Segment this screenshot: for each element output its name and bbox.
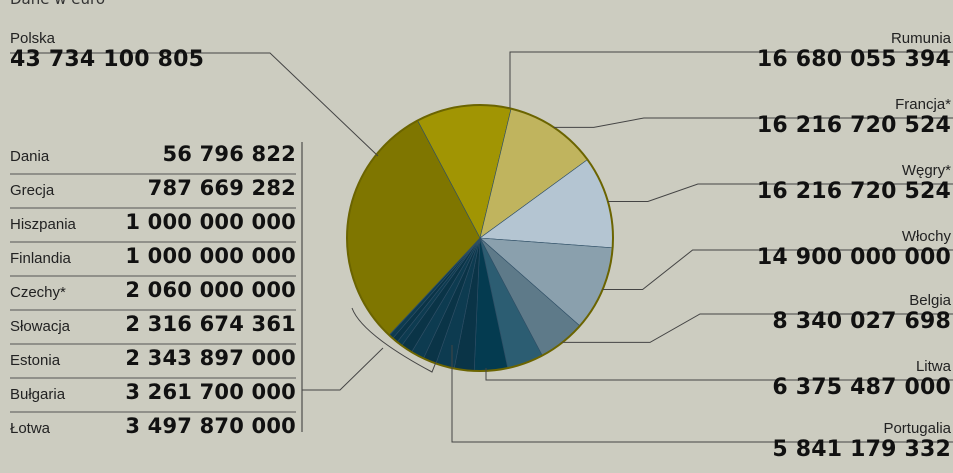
table-row-estonia: Estonia 2 343 897 000 xyxy=(10,344,296,378)
table-row-bułgaria: Bułgaria 3 261 700 000 xyxy=(10,378,296,412)
leader-line-litwa xyxy=(485,368,953,381)
table-row-value: 2 343 897 000 xyxy=(125,346,296,370)
leader-line-włochy xyxy=(602,249,953,291)
label-portugalia: Portugalia 5 841 179 332 xyxy=(772,420,951,462)
table-row-name: Hiszpania xyxy=(10,216,76,233)
table-row-name: Łotwa xyxy=(10,420,51,437)
leader-line-francja xyxy=(553,117,953,128)
pie-outline xyxy=(346,104,614,372)
table-row-name: Czechy* xyxy=(10,284,66,301)
table-row-czechy: Czechy* 2 060 000 000 xyxy=(10,276,296,310)
leader-line-polska xyxy=(10,52,379,157)
table-row-value: 2 316 674 361 xyxy=(125,312,296,336)
label-name: Portugalia xyxy=(883,420,951,437)
label-value: 16 216 720 524 xyxy=(756,113,951,138)
table-row-value: 56 796 822 xyxy=(162,142,296,166)
small-slices-bracket xyxy=(351,307,437,373)
label-name: Rumunia xyxy=(890,30,951,47)
label-value: 16 216 720 524 xyxy=(756,179,951,204)
label-value: 5 841 179 332 xyxy=(772,437,951,462)
table-row-value: 1 000 000 000 xyxy=(125,244,296,268)
table-row-łotwa: Łotwa 3 497 870 000 xyxy=(10,412,296,446)
table-row-value: 3 261 700 000 xyxy=(125,380,296,404)
label-value: 43 734 100 805 xyxy=(10,47,205,72)
table-row-value: 787 669 282 xyxy=(147,176,296,200)
label-name: Węgry* xyxy=(901,162,951,179)
leader-line-węgry xyxy=(607,183,953,202)
table-row-grecja: Grecja 787 669 282 xyxy=(10,174,296,208)
label-węgry: Węgry* 16 216 720 524 xyxy=(757,162,951,204)
leader-line-belgia xyxy=(562,313,953,343)
table-row-value: 1 000 000 000 xyxy=(125,210,296,234)
table-row-dania: Dania 56 796 822 xyxy=(10,140,296,174)
table-row-value: 2 060 000 000 xyxy=(125,278,296,302)
label-value: 14 900 000 000 xyxy=(756,245,951,270)
label-belgia: Belgia 8 340 027 698 xyxy=(772,292,951,334)
label-name: Francja* xyxy=(895,96,951,113)
label-polska: Polska 43 734 100 805 xyxy=(10,30,204,72)
table-row-słowacja: Słowacja 2 316 674 361 xyxy=(10,310,296,344)
leader-line-portugalia xyxy=(451,345,953,443)
table-row-name: Słowacja xyxy=(10,318,71,335)
table-row-name: Grecja xyxy=(10,182,55,199)
table-row-value: 3 497 870 000 xyxy=(125,414,296,438)
label-name: Belgia xyxy=(909,292,951,309)
table-row-finlandia: Finlandia 1 000 000 000 xyxy=(10,242,296,276)
label-value: 16 680 055 394 xyxy=(756,47,951,72)
table-row-name: Estonia xyxy=(10,352,61,369)
unit-note: Dane w euro xyxy=(10,0,105,8)
table-row-name: Dania xyxy=(10,148,50,165)
table-row-name: Bułgaria xyxy=(10,386,66,403)
label-name: Włochy xyxy=(901,228,951,245)
label-value: 6 375 487 000 xyxy=(772,375,951,400)
label-name: Litwa xyxy=(915,358,951,375)
label-rumunia: Rumunia 16 680 055 394 xyxy=(757,30,951,72)
label-francja: Francja* 16 216 720 524 xyxy=(757,96,951,138)
label-litwa: Litwa 6 375 487 000 xyxy=(772,358,951,400)
table-row-hiszpania: Hiszpania 1 000 000 000 xyxy=(10,208,296,242)
leader-line-small-slices xyxy=(302,347,384,391)
label-value: 8 340 027 698 xyxy=(772,309,951,334)
label-włochy: Włochy 14 900 000 000 xyxy=(757,228,951,270)
table-row-name: Finlandia xyxy=(10,250,71,267)
leader-line-rumunia xyxy=(509,51,953,108)
label-name: Polska xyxy=(10,30,56,47)
